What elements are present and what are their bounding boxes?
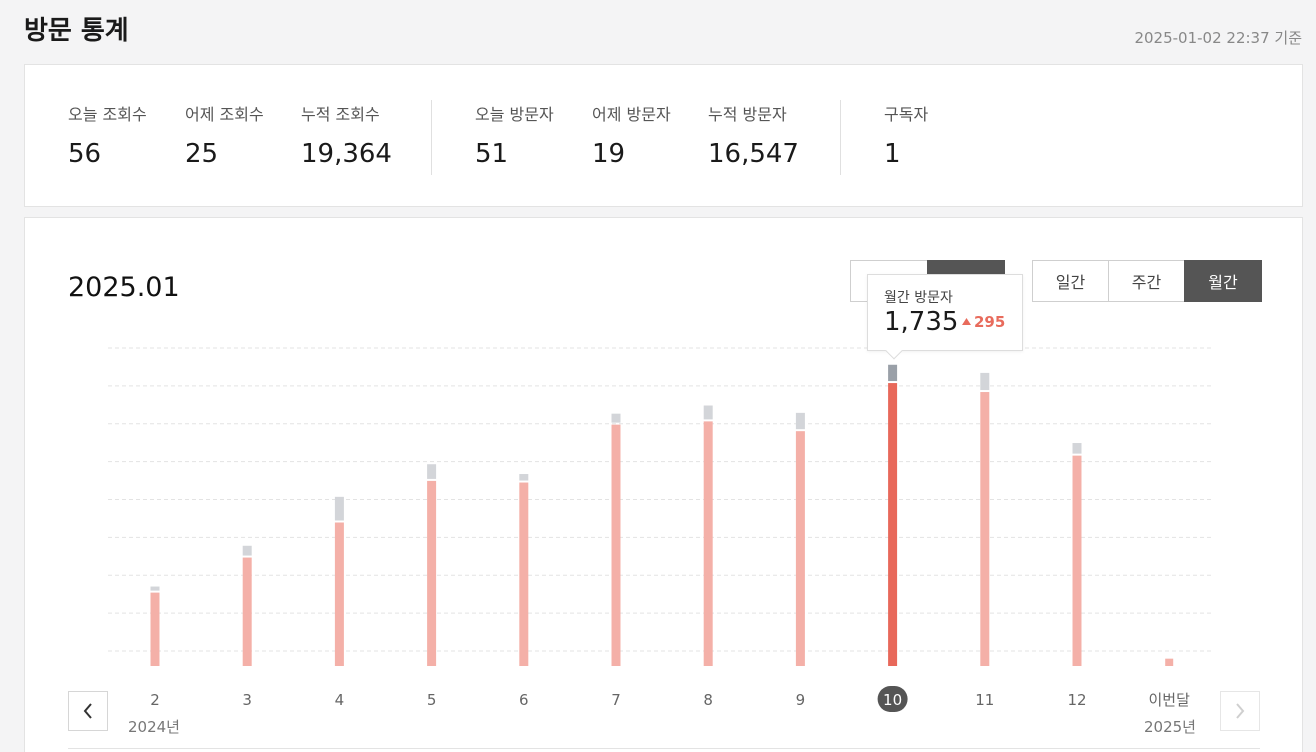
x-tick-label: 11	[975, 691, 994, 709]
stat-value: 16,547	[708, 139, 799, 169]
bar-views-extra	[427, 464, 437, 479]
tooltip-label: 월간 방문자	[884, 290, 953, 306]
stat-value: 25	[185, 139, 219, 169]
bar-views-extra	[980, 372, 990, 391]
x-tick-label: 9	[796, 691, 806, 709]
stat-total-visitors: 누적 방문자 16,547	[708, 101, 799, 169]
bar-visitors	[1072, 455, 1082, 666]
stat-yesterday-visitors: 어제 방문자 19	[592, 101, 671, 169]
stat-divider	[840, 100, 841, 175]
bar-visitors	[888, 383, 898, 666]
x-tick-label: 8	[703, 691, 713, 709]
next-period-button[interactable]	[1220, 691, 1260, 731]
stat-today-views: 오늘 조회수 56	[68, 101, 147, 169]
tooltip-value: 1,735	[884, 307, 959, 337]
bar-visitors	[703, 421, 713, 666]
summary-card: 오늘 조회수 56 어제 조회수 25 누적 조회수 19,364 오늘 방문자…	[24, 64, 1303, 207]
chart-bottom-divider	[68, 748, 1260, 749]
stat-value: 19,364	[301, 139, 392, 169]
selected-tick-badge	[877, 686, 908, 712]
bar-views-extra	[1072, 443, 1082, 454]
bar-views-extra	[242, 545, 252, 556]
stat-label: 오늘 조회수	[68, 105, 147, 124]
bar-views-extra	[795, 412, 805, 430]
stat-value: 19	[592, 139, 626, 169]
stats-timestamp: 2025-01-02 22:37 기준	[1134, 29, 1302, 47]
bar-visitors	[150, 592, 160, 666]
bar-visitors	[427, 480, 437, 666]
stat-label: 오늘 방문자	[475, 105, 554, 124]
year-end-label: 2025년	[1144, 718, 1196, 736]
x-tick-label: 7	[611, 691, 621, 709]
stat-label: 누적 조회수	[301, 105, 380, 124]
chart-title: 2025.01	[68, 272, 180, 303]
year-start-label: 2024년	[128, 718, 180, 736]
x-tick-label: 3	[242, 691, 252, 709]
bar-views-extra	[703, 405, 713, 420]
prev-period-button[interactable]	[68, 691, 108, 731]
x-tick-label: 4	[335, 691, 345, 709]
stat-value: 56	[68, 139, 102, 169]
x-tick-label: 2	[150, 691, 160, 709]
chevron-left-icon	[83, 703, 92, 719]
chart-card: 2025.01 조회수 방문자 일간 주간 월간 23456789101112이…	[24, 217, 1303, 752]
stat-value: 51	[475, 139, 509, 169]
page-title: 방문 통계	[24, 16, 129, 46]
tooltip-delta-value: 295	[974, 313, 1006, 331]
bar-views-extra	[611, 413, 621, 423]
stat-label: 구독자	[884, 105, 929, 124]
bar-chart: 2 3 4 5 6 7 8 9 10 11 12 이번달	[108, 347, 1213, 712]
stat-label: 누적 방문자	[708, 105, 787, 124]
tab-daily[interactable]: 일간	[1032, 260, 1109, 302]
stat-label: 어제 조회수	[185, 105, 264, 124]
x-tick-label: 10	[883, 691, 902, 709]
bar-visitors	[334, 522, 344, 666]
tab-monthly[interactable]: 월간	[1184, 260, 1262, 302]
stat-yesterday-views: 어제 조회수 25	[185, 101, 264, 169]
stat-subscribers: 구독자 1	[884, 101, 928, 169]
bar-views-extra	[888, 364, 898, 382]
bar-visitors	[242, 557, 252, 666]
bar-views-extra	[334, 496, 344, 521]
bar-views-extra	[150, 586, 160, 591]
tooltip-delta: 295	[962, 313, 1005, 331]
stat-today-visitors: 오늘 방문자 51	[475, 101, 554, 169]
stat-label: 어제 방문자	[592, 105, 671, 124]
stat-total-views: 누적 조회수 19,364	[301, 101, 392, 169]
period-toggle: 일간 주간 월간	[1032, 260, 1262, 302]
x-tick-label: 이번달	[1148, 691, 1190, 709]
x-tick-label: 12	[1067, 691, 1086, 709]
stat-divider	[431, 100, 432, 175]
bar-visitors	[1165, 658, 1174, 666]
up-triangle-icon	[962, 318, 971, 325]
stat-value: 1	[884, 139, 901, 169]
x-tick-label: 6	[519, 691, 529, 709]
chart-tooltip: 월간 방문자 1,735 295	[867, 274, 1023, 360]
bar-visitors	[795, 431, 805, 666]
bar-views-extra	[519, 474, 529, 481]
x-tick-label: 5	[427, 691, 437, 709]
bar-visitors	[980, 392, 990, 666]
chevron-right-icon	[1236, 703, 1245, 719]
bar-visitors	[519, 482, 529, 666]
bar-visitors	[611, 424, 621, 666]
